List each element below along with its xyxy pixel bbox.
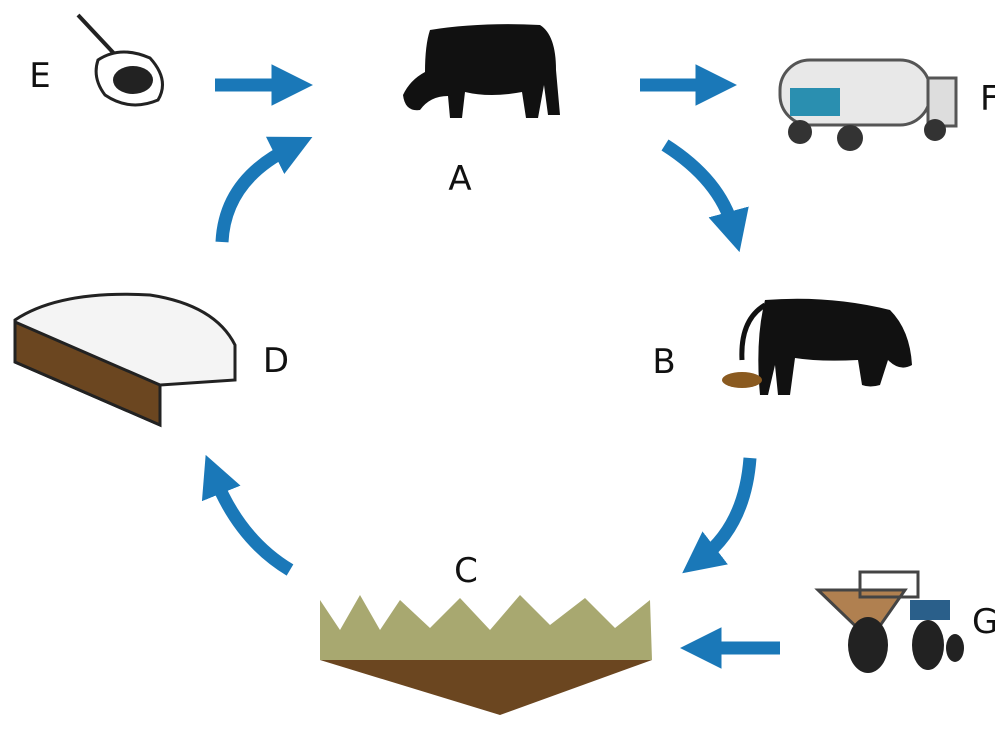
tractor-spreader-icon (818, 572, 964, 673)
cow-icon (403, 24, 560, 118)
arrows (215, 85, 780, 648)
grass-soil-icon (320, 595, 652, 715)
milk-tanker-icon (780, 60, 956, 151)
arrow-a-b (665, 145, 733, 228)
node-label: G (972, 602, 995, 642)
node-label: A (448, 159, 471, 199)
node-label: E (29, 56, 50, 96)
arrow-b-c (702, 458, 750, 558)
arrow-d-a (222, 148, 290, 242)
node-label: D (263, 341, 289, 381)
node-label: B (652, 342, 675, 382)
feed-scoop-icon (78, 15, 163, 105)
node-label: C (454, 551, 478, 591)
cow-manure-icon (722, 299, 912, 395)
silage-icon (15, 294, 235, 425)
cycle-diagram: A B C D E F G (0, 0, 995, 743)
arrow-c-d (215, 478, 290, 570)
node-label: F (980, 79, 995, 119)
